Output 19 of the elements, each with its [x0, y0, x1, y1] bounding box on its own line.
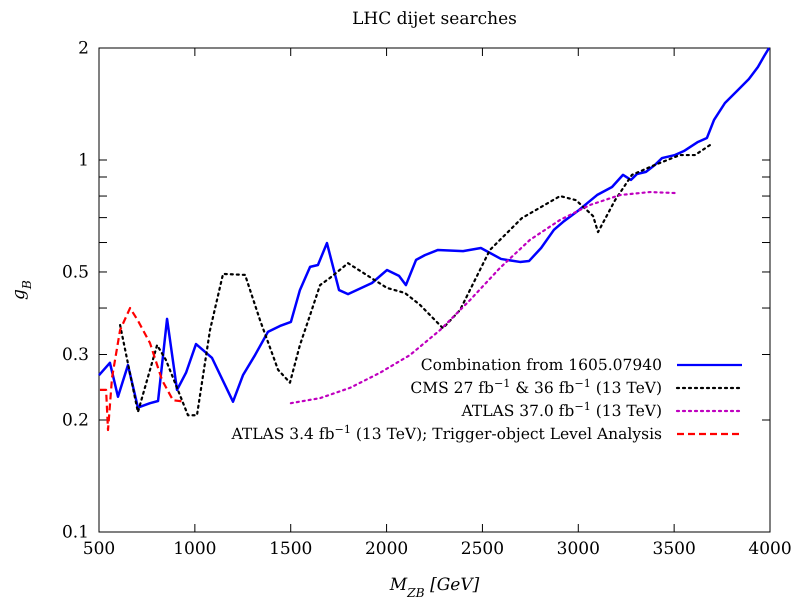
legend-label: CMS 27 fb$^{−1}$ & 36 fb$^{−1}$ (13 TeV) [410, 376, 662, 397]
x-tick-label: 1000 [173, 539, 216, 560]
x-tick-label: 1500 [269, 539, 312, 560]
x-tick-label: 3500 [652, 539, 696, 560]
x-axis-title: M$_{Z}$$_{B}$ [GeV] [388, 575, 480, 600]
x-tick-label: 2000 [364, 539, 408, 560]
line-series [118, 144, 712, 416]
legend-label: Combination from 1605.07940 [420, 356, 662, 374]
chart-title: LHC dijet searches [352, 9, 517, 29]
legend-label: ATLAS 37.0 fb$^{−1}$ (13 TeV) [460, 400, 662, 420]
y-tick-label: 2 [78, 38, 89, 58]
x-tick-label: 3000 [556, 539, 600, 560]
x-tick-label: 2500 [460, 539, 504, 560]
y-tick-label: 0.2 [62, 410, 89, 430]
y-tick-label: 0.5 [62, 262, 89, 282]
y-tick-label: 0.3 [62, 344, 89, 365]
y-tick-label: 1 [78, 150, 89, 170]
x-tick-label: 4000 [748, 539, 792, 560]
legend-label: ATLAS 3.4 fb$^{−1}$ (13 TeV); Trigger-object Level Analysis [230, 422, 662, 443]
